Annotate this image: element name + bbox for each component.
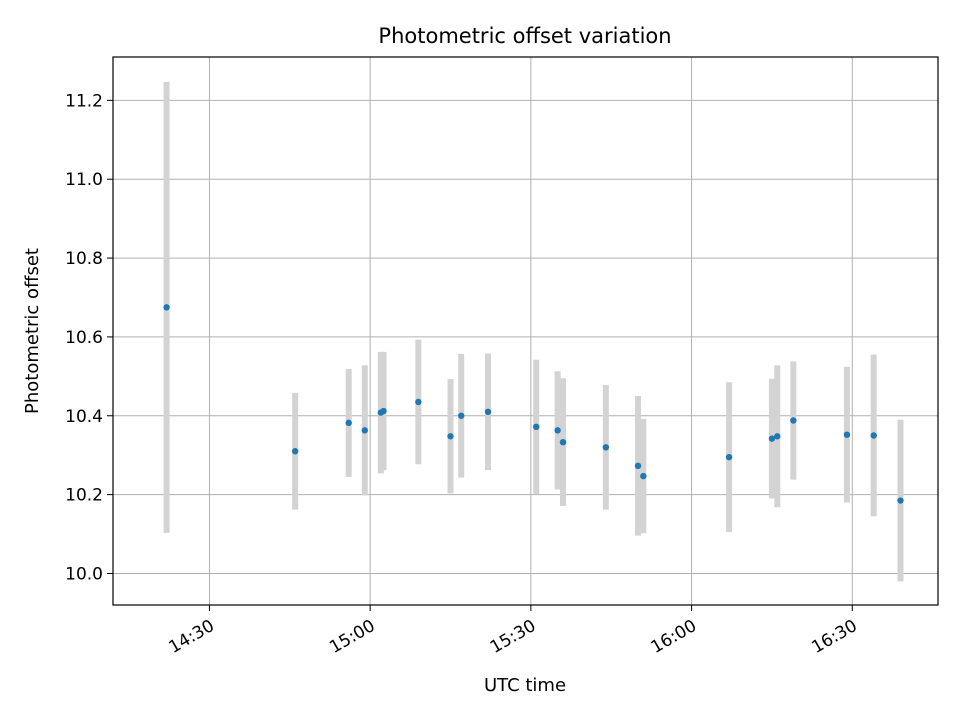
data-point: [458, 412, 465, 419]
data-point: [897, 497, 904, 504]
data-point: [447, 433, 454, 440]
data-point: [484, 408, 492, 416]
data-point: [774, 433, 781, 440]
y-tick-label: 10.8: [65, 249, 103, 269]
data-point: [163, 304, 170, 311]
y-tick-label: 11.0: [65, 170, 103, 190]
y-tick-label: 10.2: [65, 486, 103, 506]
y-tick-label: 11.2: [65, 91, 103, 111]
data-point: [554, 427, 561, 434]
y-tick-label: 10.0: [65, 564, 103, 584]
data-point: [559, 438, 567, 446]
data-point: [843, 431, 851, 438]
data-point: [361, 427, 368, 434]
data-point: [725, 453, 733, 461]
data-point: [345, 419, 352, 427]
grid: [113, 57, 938, 605]
y-tick-label: 10.4: [65, 407, 103, 427]
data-point: [768, 435, 776, 442]
y-axis: 10.0 10.2 10.4 10.6 10.8 11.0 11.2: [65, 91, 113, 584]
y-tick-label: 10.6: [65, 328, 103, 348]
plot-frame: [112, 56, 939, 606]
y-axis-title: Photometric offset: [22, 248, 43, 414]
data-point: [533, 423, 540, 431]
data-point: [634, 462, 642, 470]
x-axis-title: UTC time: [484, 675, 566, 696]
data-point: [602, 444, 610, 451]
chart-title: Photometric offset variation: [378, 24, 671, 48]
data-point: [380, 407, 387, 415]
data-point: [790, 417, 797, 424]
data-point: [870, 432, 877, 439]
data-points: [163, 304, 904, 504]
data-point: [415, 398, 422, 406]
data-point: [291, 448, 299, 455]
data-point: [640, 472, 647, 480]
